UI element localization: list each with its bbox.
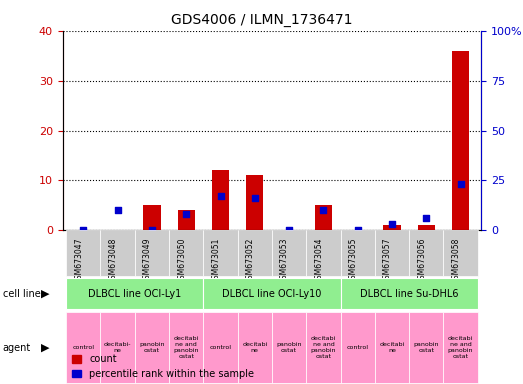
- Text: panobin
ostat: panobin ostat: [276, 342, 302, 353]
- Text: agent: agent: [3, 343, 31, 353]
- FancyBboxPatch shape: [340, 278, 477, 310]
- Bar: [143, 205, 161, 230]
- Text: GSM673047: GSM673047: [74, 237, 83, 284]
- FancyBboxPatch shape: [409, 313, 444, 382]
- Point: [285, 227, 293, 233]
- FancyBboxPatch shape: [340, 313, 375, 382]
- Point: [319, 207, 327, 214]
- FancyBboxPatch shape: [203, 230, 237, 276]
- Bar: [212, 170, 229, 230]
- Text: decitabi
ne: decitabi ne: [242, 342, 267, 353]
- Text: decitabi
ne and
panobin
ostat: decitabi ne and panobin ostat: [448, 336, 473, 359]
- Text: GSM673049: GSM673049: [143, 237, 152, 284]
- Point: [147, 227, 156, 233]
- Text: GSM673057: GSM673057: [383, 237, 392, 284]
- Legend: count, percentile rank within the sample: count, percentile rank within the sample: [67, 350, 258, 383]
- FancyBboxPatch shape: [306, 313, 340, 382]
- Text: decitabi
ne and
panobin
ostat: decitabi ne and panobin ostat: [174, 336, 199, 359]
- Point: [113, 207, 122, 214]
- FancyBboxPatch shape: [272, 230, 306, 276]
- Text: control: control: [347, 345, 369, 350]
- Point: [422, 215, 430, 222]
- Point: [251, 195, 259, 202]
- Text: GSM673056: GSM673056: [417, 237, 426, 284]
- FancyBboxPatch shape: [66, 230, 100, 276]
- Text: decitabi
ne and
panobin
ostat: decitabi ne and panobin ostat: [311, 336, 336, 359]
- Text: control: control: [210, 345, 232, 350]
- FancyBboxPatch shape: [169, 230, 203, 276]
- Point: [388, 221, 396, 227]
- FancyBboxPatch shape: [272, 313, 306, 382]
- Text: control: control: [72, 345, 94, 350]
- Text: panobin
ostat: panobin ostat: [414, 342, 439, 353]
- FancyBboxPatch shape: [409, 230, 444, 276]
- FancyBboxPatch shape: [203, 278, 340, 310]
- FancyBboxPatch shape: [100, 230, 135, 276]
- FancyBboxPatch shape: [66, 278, 203, 310]
- FancyBboxPatch shape: [203, 313, 237, 382]
- Text: decitabi
ne: decitabi ne: [379, 342, 405, 353]
- FancyBboxPatch shape: [135, 230, 169, 276]
- Text: GSM673048: GSM673048: [109, 237, 118, 284]
- Bar: [315, 205, 332, 230]
- Text: GSM673058: GSM673058: [451, 237, 461, 284]
- FancyBboxPatch shape: [66, 313, 100, 382]
- FancyBboxPatch shape: [237, 230, 272, 276]
- Bar: [178, 210, 195, 230]
- Point: [354, 227, 362, 233]
- Text: DLBCL line OCI-Ly1: DLBCL line OCI-Ly1: [88, 289, 181, 299]
- Text: decitabi-
ne: decitabi- ne: [104, 342, 131, 353]
- Point: [79, 227, 87, 233]
- Text: ▶: ▶: [41, 289, 50, 299]
- Text: DLBCL line OCI-Ly10: DLBCL line OCI-Ly10: [222, 289, 322, 299]
- Text: GSM673053: GSM673053: [280, 237, 289, 284]
- FancyBboxPatch shape: [444, 313, 477, 382]
- FancyBboxPatch shape: [135, 313, 169, 382]
- FancyBboxPatch shape: [237, 313, 272, 382]
- Text: cell line: cell line: [3, 289, 40, 299]
- Text: GDS4006 / ILMN_1736471: GDS4006 / ILMN_1736471: [170, 13, 353, 27]
- FancyBboxPatch shape: [375, 313, 409, 382]
- Point: [182, 211, 190, 217]
- Text: GSM673055: GSM673055: [349, 237, 358, 284]
- FancyBboxPatch shape: [375, 230, 409, 276]
- Point: [217, 194, 225, 200]
- Bar: [246, 175, 264, 230]
- Text: GSM673054: GSM673054: [314, 237, 323, 284]
- FancyBboxPatch shape: [444, 230, 477, 276]
- FancyBboxPatch shape: [306, 230, 340, 276]
- FancyBboxPatch shape: [100, 313, 135, 382]
- Text: panobin
ostat: panobin ostat: [139, 342, 165, 353]
- Text: GSM673051: GSM673051: [211, 237, 221, 284]
- Point: [457, 181, 465, 187]
- Bar: [452, 51, 469, 230]
- Text: GSM673052: GSM673052: [246, 237, 255, 284]
- FancyBboxPatch shape: [340, 230, 375, 276]
- Bar: [383, 225, 401, 230]
- Text: DLBCL line Su-DHL6: DLBCL line Su-DHL6: [360, 289, 458, 299]
- Bar: [418, 225, 435, 230]
- Text: GSM673050: GSM673050: [177, 237, 186, 284]
- Text: ▶: ▶: [41, 343, 50, 353]
- FancyBboxPatch shape: [169, 313, 203, 382]
